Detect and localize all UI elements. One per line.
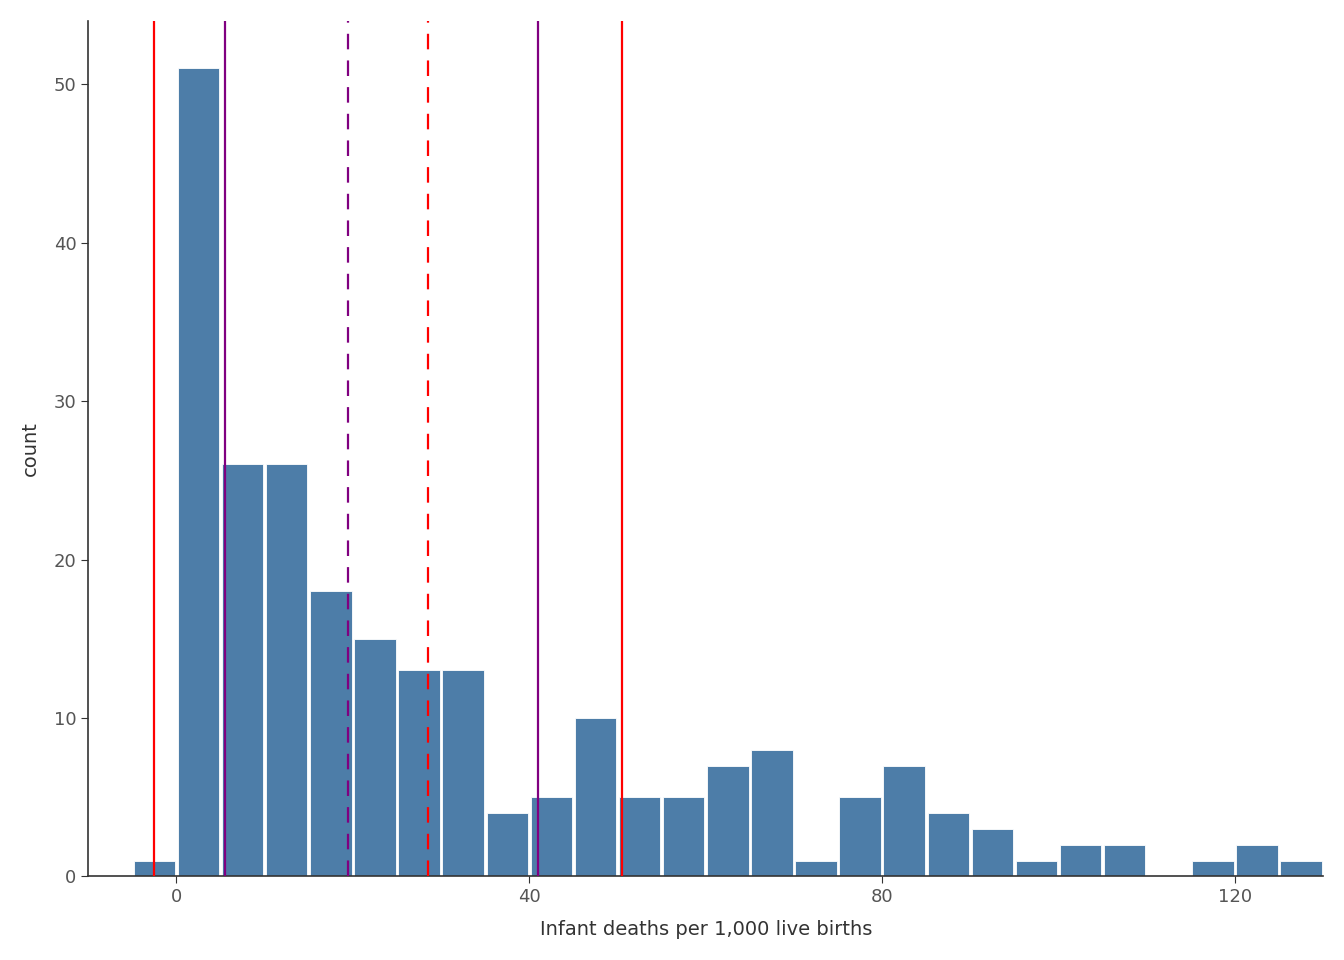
Bar (487, 813, 528, 876)
Bar (1281, 860, 1322, 876)
Bar (266, 465, 308, 876)
Bar (1103, 845, 1145, 876)
Bar (927, 813, 969, 876)
Bar (840, 797, 880, 876)
Bar (133, 860, 175, 876)
Bar (1236, 845, 1278, 876)
Bar (618, 797, 660, 876)
Bar (442, 670, 484, 876)
Bar (310, 591, 352, 876)
Bar (751, 750, 793, 876)
Bar (1060, 845, 1101, 876)
Bar (707, 765, 749, 876)
Bar (972, 828, 1013, 876)
Bar (575, 718, 616, 876)
Bar (222, 465, 263, 876)
Bar (531, 797, 573, 876)
Bar (883, 765, 925, 876)
Bar (796, 860, 837, 876)
Bar (1192, 860, 1234, 876)
Bar (1016, 860, 1058, 876)
Bar (398, 670, 439, 876)
X-axis label: Infant deaths per 1,000 live births: Infant deaths per 1,000 live births (539, 921, 872, 939)
Bar (355, 638, 395, 876)
Bar (663, 797, 704, 876)
Y-axis label: count: count (22, 421, 40, 476)
Bar (177, 68, 219, 876)
